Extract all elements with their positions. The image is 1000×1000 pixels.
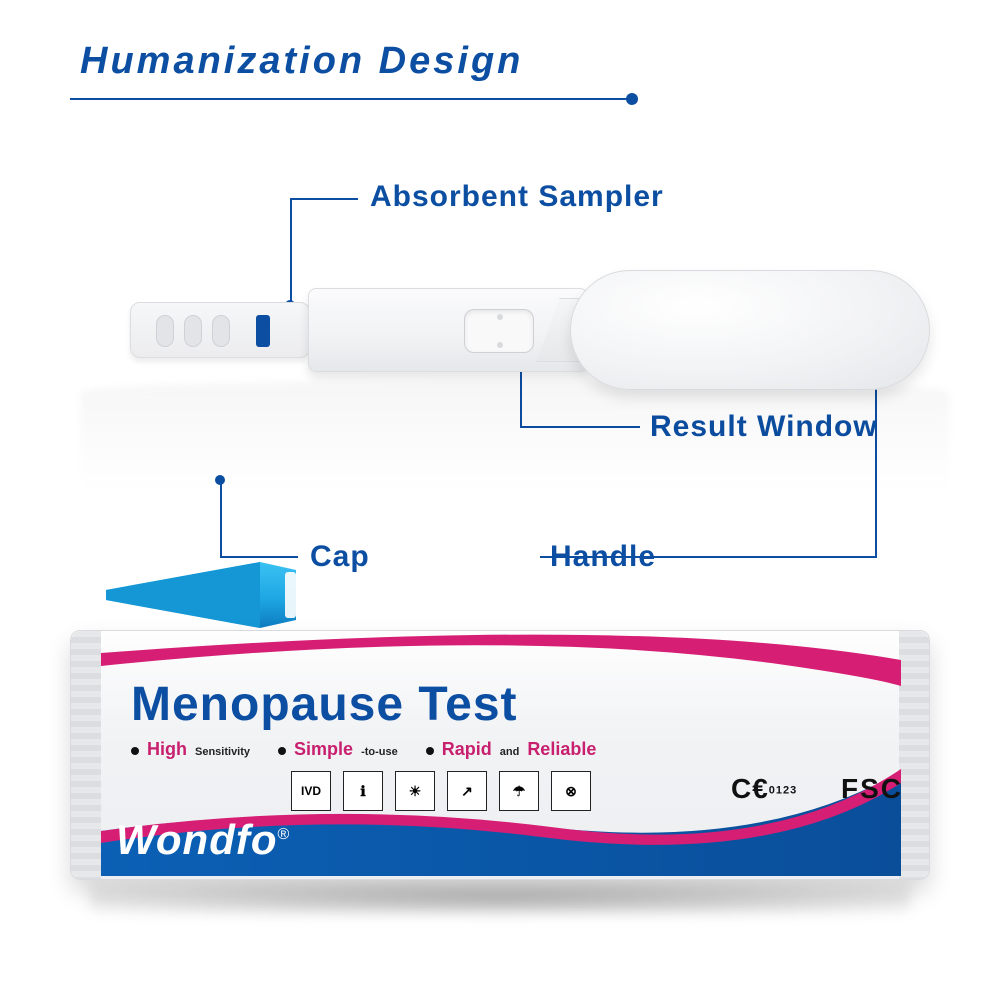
no-reuse-icon: ⊗ — [551, 771, 591, 811]
product-name: Menopause Test — [131, 677, 518, 732]
device-cap — [100, 560, 300, 630]
brand-logo: Wondfo® — [116, 816, 290, 864]
device-handle — [570, 270, 930, 390]
callout-line — [540, 556, 877, 558]
test-device — [130, 270, 930, 390]
callout-line — [290, 198, 358, 200]
result-window — [464, 309, 534, 353]
bullet-simple: Simple -to-use — [278, 739, 398, 760]
package-shadow — [90, 880, 910, 915]
callout-line — [220, 556, 298, 558]
ivd-icon: IVD — [291, 771, 331, 811]
sunlight-icon: ☀ — [395, 771, 435, 811]
sampler-slots-icon — [156, 315, 230, 347]
title-dot — [626, 93, 638, 105]
temperature-icon: ↗ — [447, 771, 487, 811]
ce-mark: C€0123 — [731, 773, 797, 805]
title-underline — [70, 98, 630, 100]
keep-dry-icon: ☂ — [499, 771, 539, 811]
product-diagram: Absorbent Sampler Result Window Cap Hand… — [0, 150, 1000, 590]
absorbent-sampler — [130, 302, 310, 358]
product-package: Menopause Test High Sensitivity Simple -… — [70, 630, 930, 880]
regulatory-icons: IVD ℹ ☀ ↗ ☂ ⊗ — [291, 771, 591, 811]
label-cap: Cap — [310, 540, 370, 574]
feature-bullets: High Sensitivity Simple -to-use Rapid an… — [131, 739, 596, 760]
fsc-mark: FSC — [841, 773, 903, 805]
instructions-icon: ℹ — [343, 771, 383, 811]
sampler-indicator-icon — [256, 315, 270, 347]
label-absorbent-sampler: Absorbent Sampler — [370, 180, 664, 214]
section-title: Humanization Design — [80, 40, 523, 83]
bullet-rapid-reliable: Rapid and Reliable — [426, 739, 597, 760]
surface-reflection — [80, 380, 950, 500]
bullet-high-sensitivity: High Sensitivity — [131, 739, 250, 760]
